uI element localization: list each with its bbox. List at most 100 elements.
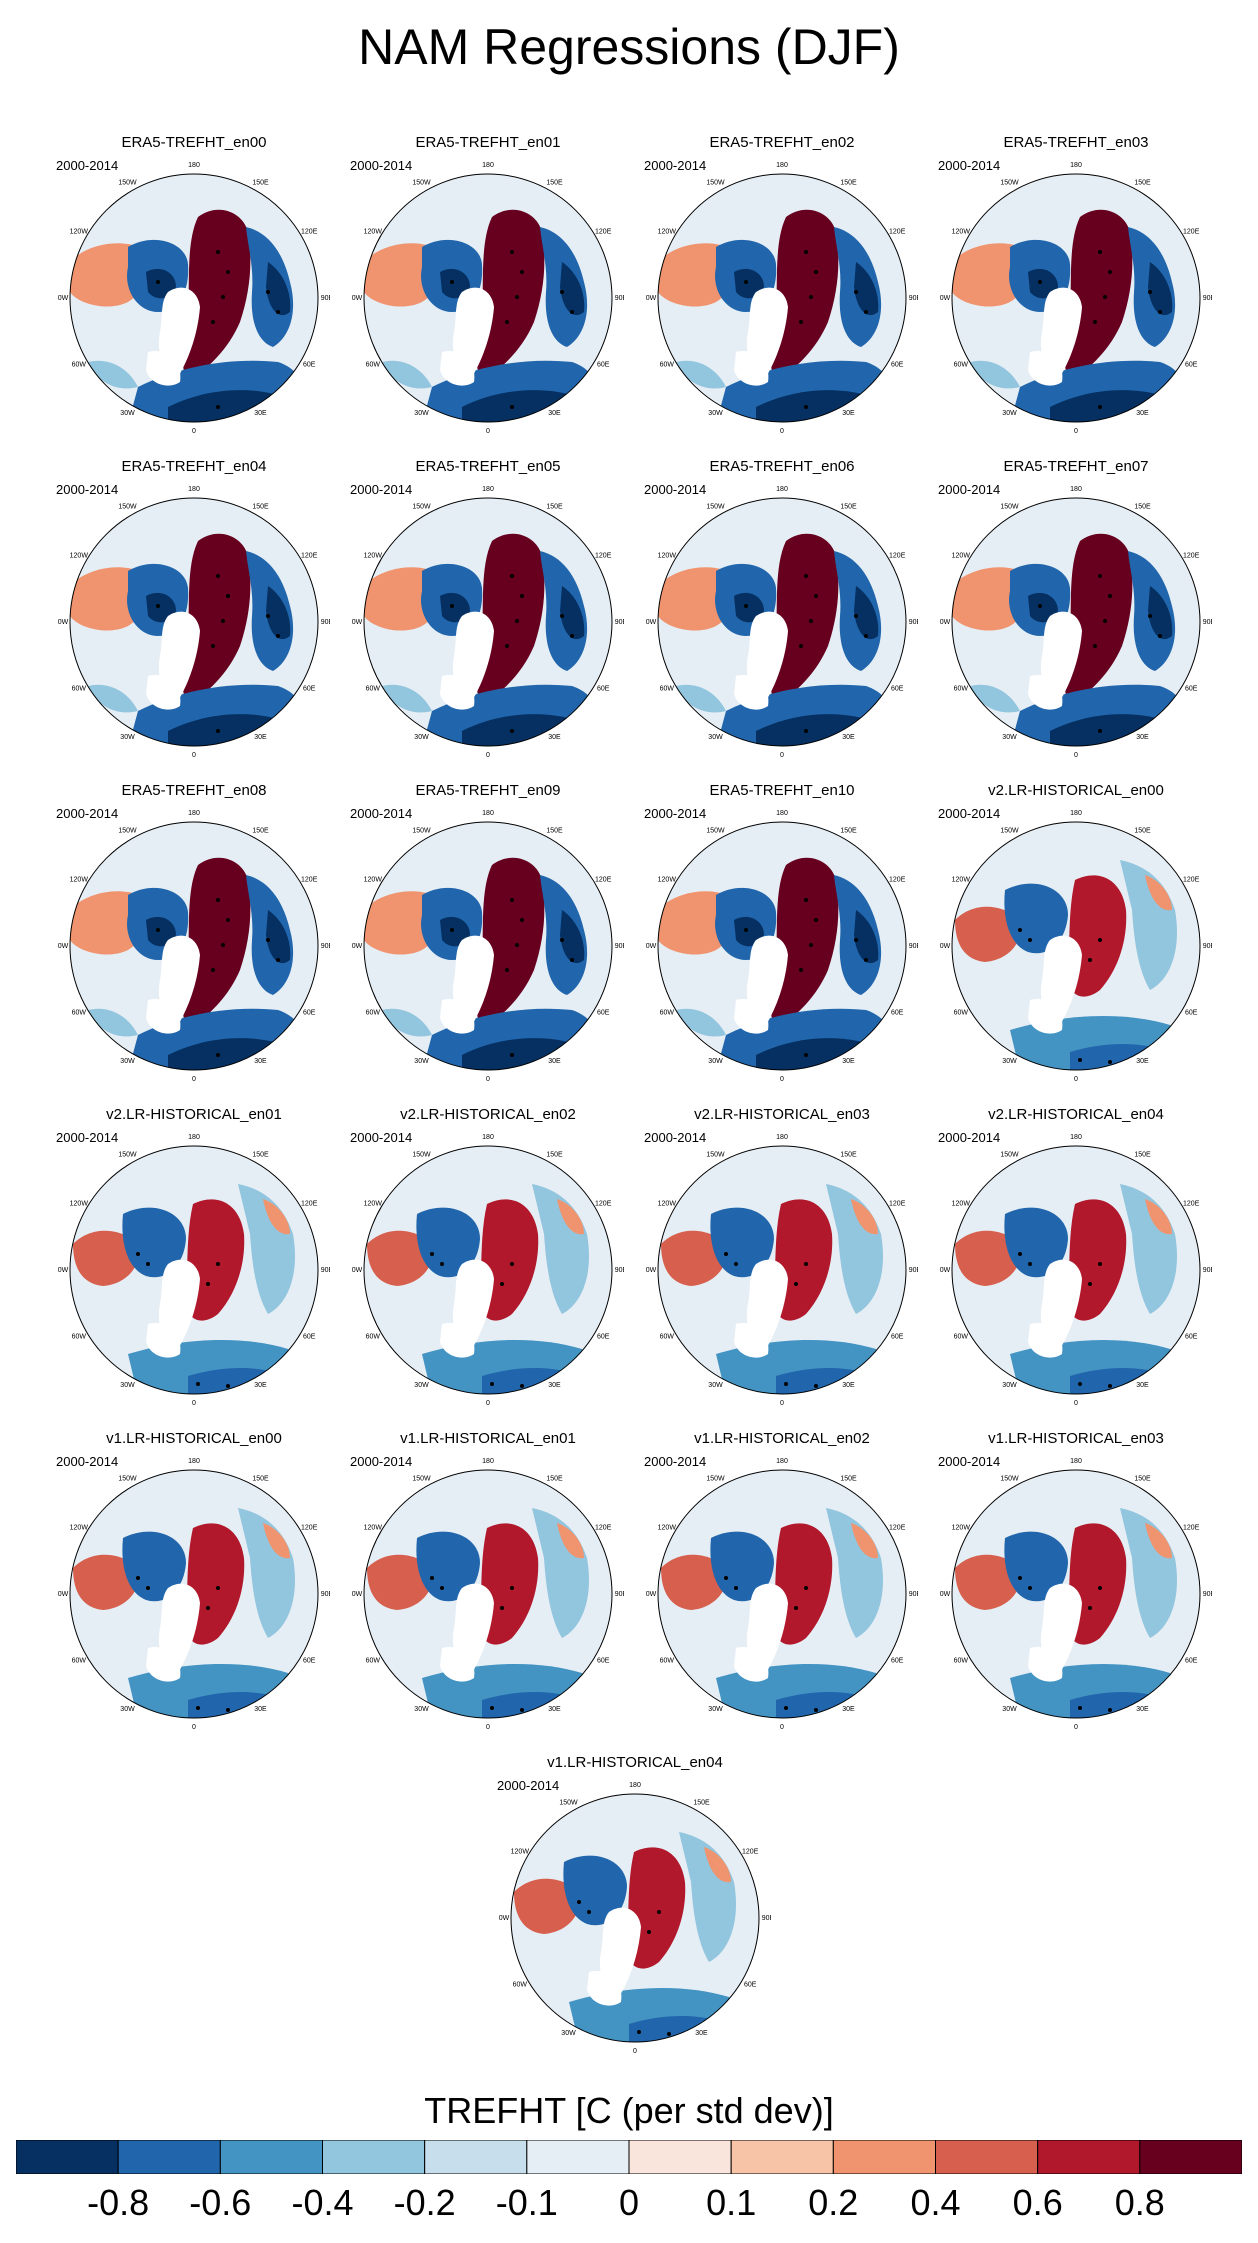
lon-label: 120E <box>595 552 612 559</box>
atlantic-void <box>146 1647 181 1682</box>
lon-label: 30E <box>1136 734 1149 741</box>
greenland-void <box>452 1583 494 1673</box>
lon-label: 90E <box>909 295 918 302</box>
cold-core-europe <box>188 1692 293 1718</box>
significance-dot <box>1018 1252 1022 1256</box>
lon-label: 30E <box>548 1706 561 1713</box>
atlantic-void <box>146 999 181 1034</box>
lon-label: 180 <box>776 1458 788 1465</box>
lon-label: 90W <box>940 1591 951 1598</box>
lon-label: 60E <box>744 1981 757 1988</box>
cool-region-atlantic <box>676 1008 726 1037</box>
cold-region-canada <box>1004 1531 1068 1602</box>
significance-dot <box>799 968 803 972</box>
lon-label: 60W <box>366 1333 381 1340</box>
significance-dot <box>515 943 519 947</box>
lon-label: 180 <box>188 810 200 817</box>
polar-map: 180 150E 120E 90E 60E 30E 0 30W 60W 90W 120W 150W <box>646 810 918 1082</box>
cold-core-eastasia <box>266 262 291 316</box>
significance-dot <box>804 1262 808 1266</box>
lon-label: 30E <box>254 410 267 417</box>
lon-label: 150W <box>412 1476 431 1483</box>
panel-period: 2000-2014 <box>938 1130 1001 1145</box>
significance-dot <box>520 1384 524 1388</box>
significance-dot <box>430 1252 434 1256</box>
lon-label: 120E <box>889 552 906 559</box>
significance-dot <box>490 1382 494 1386</box>
significance-dot <box>510 574 514 578</box>
significance-dot <box>794 1606 798 1610</box>
lon-label: 60W <box>72 1333 87 1340</box>
cold-region-canada <box>122 1207 186 1278</box>
lon-label: 60E <box>1185 1333 1198 1340</box>
significance-dot <box>1093 644 1097 648</box>
map-panel: v2.LR-HISTORICAL_en03 180 150E 120E 90E 60E 30… <box>636 1106 928 1406</box>
lon-label: 60E <box>597 1657 610 1664</box>
significance-dot <box>587 1910 591 1914</box>
panel-title: v2.LR-HISTORICAL_en00 <box>988 782 1164 799</box>
lon-label: 150E <box>252 1476 269 1483</box>
panel-title: v1.LR-HISTORICAL_en02 <box>694 1430 870 1447</box>
colorbar-tick-label: 0.4 <box>910 2182 961 2223</box>
colorbar-bin <box>16 2140 119 2174</box>
lon-label: 120W <box>658 1524 677 1531</box>
significance-dot <box>1028 938 1032 942</box>
significance-dot <box>156 604 160 608</box>
cool-region-atlantic <box>88 1008 138 1037</box>
greenland-void <box>158 611 200 701</box>
colorbar-bin <box>424 2140 528 2174</box>
map-field <box>70 498 318 746</box>
lon-label: 150E <box>693 1800 710 1807</box>
significance-dot <box>510 1586 514 1590</box>
lon-label: 30E <box>1136 1058 1149 1065</box>
lon-label: 180 <box>629 1782 641 1789</box>
significance-dot <box>784 1382 788 1386</box>
warm-region-eurasia <box>770 209 839 382</box>
lon-label: 90E <box>321 1267 330 1274</box>
lon-label: 30E <box>548 1382 561 1389</box>
cold-core-europe <box>1070 1044 1175 1070</box>
significance-dot <box>804 729 808 733</box>
lon-label: 120W <box>364 1524 383 1531</box>
lon-label: 60E <box>1185 1657 1198 1664</box>
panel-period: 2000-2014 <box>350 1130 413 1145</box>
lon-label: 90E <box>615 619 624 626</box>
map-panel: v1.LR-HISTORICAL_en00 180 150E 120E 90E 60E 30… <box>48 1430 340 1730</box>
lon-label: 90W <box>58 1591 69 1598</box>
lon-label: 30W <box>708 1058 723 1065</box>
colorbar-bin <box>935 2140 1039 2174</box>
lon-label: 120E <box>889 1524 906 1531</box>
lon-label: 0 <box>780 1400 784 1406</box>
panel-period: 2000-2014 <box>497 1778 560 1793</box>
lon-label: 30E <box>548 410 561 417</box>
panel-title: ERA5-TREFHT_en08 <box>121 782 267 799</box>
significance-dot <box>804 574 808 578</box>
cold-core-europe <box>1070 1692 1175 1718</box>
significance-dot <box>1018 1576 1022 1580</box>
significance-dot <box>266 614 270 618</box>
lon-label: 30W <box>561 2030 576 2037</box>
significance-dot <box>814 1384 818 1388</box>
significance-dot <box>1078 1706 1082 1710</box>
colorbar-tick-label: -0.8 <box>87 2182 150 2223</box>
warm-region-pacific <box>851 1523 878 1559</box>
map-field <box>70 1470 318 1718</box>
colorbar-title: TREFHT [C (per std dev)] <box>424 2090 834 2131</box>
map-boundary <box>69 1469 319 1719</box>
lon-label: 60W <box>72 1657 87 1664</box>
lon-label: 90W <box>646 1267 657 1274</box>
panel-period: 2000-2014 <box>644 806 707 821</box>
lon-label: 60W <box>366 1657 381 1664</box>
significance-dot <box>560 614 564 618</box>
map-field <box>952 174 1200 422</box>
cold-core-canada <box>146 268 176 299</box>
lon-label: 120W <box>70 552 89 559</box>
significance-dot <box>226 1384 230 1388</box>
lon-label: 150E <box>840 504 857 511</box>
warm-region-pacific <box>557 1523 584 1559</box>
warm-region-eurasia <box>1064 209 1133 382</box>
greenland-void <box>599 1907 641 1997</box>
greenland-void <box>158 287 200 377</box>
map-panel: ERA5-TREFHT_en00 180 150E 120E 90E 60E 30E 0 30W… <box>48 134 340 434</box>
map-field <box>952 822 1200 1070</box>
